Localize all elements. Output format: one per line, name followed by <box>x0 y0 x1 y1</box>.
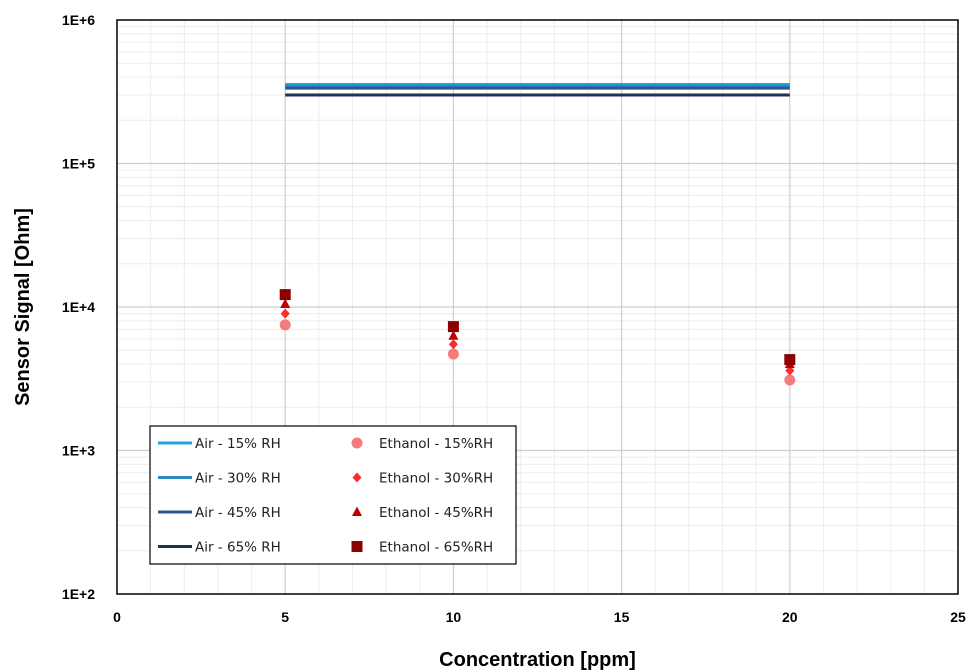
x-tick-label: 20 <box>782 609 798 625</box>
data-point <box>784 374 796 386</box>
data-point <box>447 348 459 360</box>
legend-item: Air - 45% RH <box>158 505 281 521</box>
x-tick-label: 15 <box>614 609 630 625</box>
series-4 <box>279 319 796 386</box>
legend-swatch-marker <box>352 472 362 483</box>
series-5 <box>280 308 795 376</box>
x-axis-tick-labels: 0 5 10 15 20 25 <box>113 609 966 625</box>
y-tick-label: 1E+4 <box>62 299 95 315</box>
legend-label: Air - 15% RH <box>195 436 281 452</box>
data-point <box>784 354 796 366</box>
x-tick-label: 0 <box>113 609 121 625</box>
data-point <box>785 365 795 376</box>
y-tick-label: 1E+6 <box>62 12 95 28</box>
legend-item: Ethanol - 45%RH <box>352 505 493 521</box>
x-tick-label: 5 <box>281 609 289 625</box>
data-point <box>448 339 458 350</box>
legend-label: Ethanol - 65%RH <box>379 540 493 556</box>
y-axis-title: Sensor Signal [Ohm] <box>12 208 34 406</box>
series-6 <box>280 298 795 369</box>
series-7 <box>279 289 796 366</box>
legend-swatch-marker <box>351 541 363 552</box>
legend-label: Ethanol - 30%RH <box>379 471 493 487</box>
data-point <box>280 308 290 319</box>
y-tick-label: 1E+2 <box>62 586 95 602</box>
y-tick-label: 1E+5 <box>62 156 95 172</box>
legend-item: Ethanol - 15%RH <box>351 436 493 452</box>
legend-item: Air - 65% RH <box>158 540 281 556</box>
legend-label: Air - 65% RH <box>195 540 281 556</box>
legend-item: Ethanol - 30%RH <box>352 471 493 487</box>
x-tick-label: 10 <box>446 609 462 625</box>
legend-label: Air - 45% RH <box>195 505 281 521</box>
legend-box <box>149 425 517 565</box>
data-point <box>279 319 291 331</box>
data-point <box>279 289 291 301</box>
plot-frame <box>116 19 959 595</box>
y-axis-tick-labels: 1E+2 1E+3 1E+4 1E+5 1E+6 <box>62 12 95 602</box>
y-tick-label: 1E+3 <box>62 443 95 459</box>
x-axis-title: Concentration [ppm] <box>439 649 636 670</box>
data-point <box>447 321 459 333</box>
legend: Air - 15% RH Air - 30% RH Air - 45% RH Air … <box>149 425 517 565</box>
legend-label: Ethanol - 15%RH <box>379 436 493 452</box>
x-tick-label: 25 <box>950 609 966 625</box>
data-point <box>280 298 291 308</box>
legend-item: Air - 15% RH <box>158 436 281 452</box>
legend-swatch-marker <box>352 506 362 516</box>
legend-swatch-marker <box>351 437 363 449</box>
legend-item: Air - 30% RH <box>158 471 281 487</box>
legend-label: Ethanol - 45%RH <box>379 505 493 521</box>
series-layer <box>279 83 796 386</box>
legend-item: Ethanol - 65%RH <box>351 540 493 556</box>
legend-label: Air - 30% RH <box>195 471 281 487</box>
data-point <box>448 330 459 340</box>
